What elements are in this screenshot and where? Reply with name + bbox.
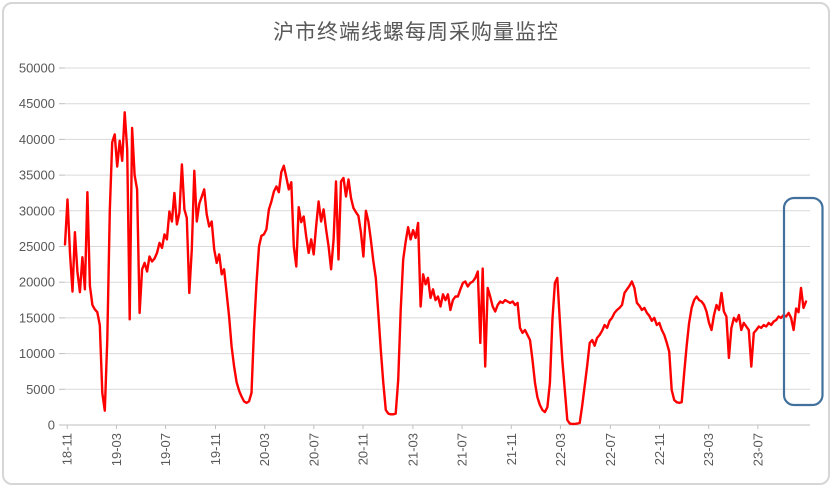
y-axis-tick-label: 25000 bbox=[19, 239, 55, 254]
y-axis-tick-label: 45000 bbox=[19, 96, 55, 111]
y-axis-tick-label: 0 bbox=[48, 418, 55, 433]
x-axis-tick-label: 21-07 bbox=[455, 433, 470, 466]
x-axis-tick-label: 18-11 bbox=[60, 433, 75, 465]
x-axis-tick-label: 19-07 bbox=[158, 433, 173, 466]
x-axis-tick-label: 20-07 bbox=[306, 433, 321, 466]
x-axis-tick-label: 22-03 bbox=[553, 433, 568, 466]
y-axis-tick-label: 35000 bbox=[19, 168, 55, 183]
x-axis-tick-label: 22-11 bbox=[652, 433, 667, 465]
y-axis-tick-label: 30000 bbox=[19, 203, 55, 218]
y-axis-tick-label: 15000 bbox=[19, 310, 55, 325]
x-axis-tick-label: 20-03 bbox=[257, 433, 272, 466]
x-axis-tick-label: 20-11 bbox=[356, 433, 371, 465]
y-axis-tick-label: 50000 bbox=[19, 61, 55, 76]
y-axis-tick-label: 10000 bbox=[19, 346, 55, 361]
series-line bbox=[63, 111, 808, 426]
x-axis-tick-label: 22-07 bbox=[603, 433, 618, 466]
x-axis-tick-label: 23-07 bbox=[750, 433, 765, 466]
highlight-box bbox=[782, 196, 824, 407]
x-axis-tick-label: 19-11 bbox=[208, 433, 223, 465]
y-axis-tick-label: 20000 bbox=[19, 275, 55, 290]
x-axis-tick-label: 21-03 bbox=[405, 433, 420, 466]
x-axis-tick-label: 23-03 bbox=[701, 433, 716, 466]
y-axis-tick-label: 40000 bbox=[19, 132, 55, 147]
chart-title: 沪市终端线螺每周采购量监控 bbox=[273, 21, 559, 44]
y-axis-tick-label: 5000 bbox=[26, 382, 55, 397]
x-axis-tick-label: 19-03 bbox=[109, 433, 124, 466]
x-axis-tick-label: 21-11 bbox=[504, 433, 519, 465]
